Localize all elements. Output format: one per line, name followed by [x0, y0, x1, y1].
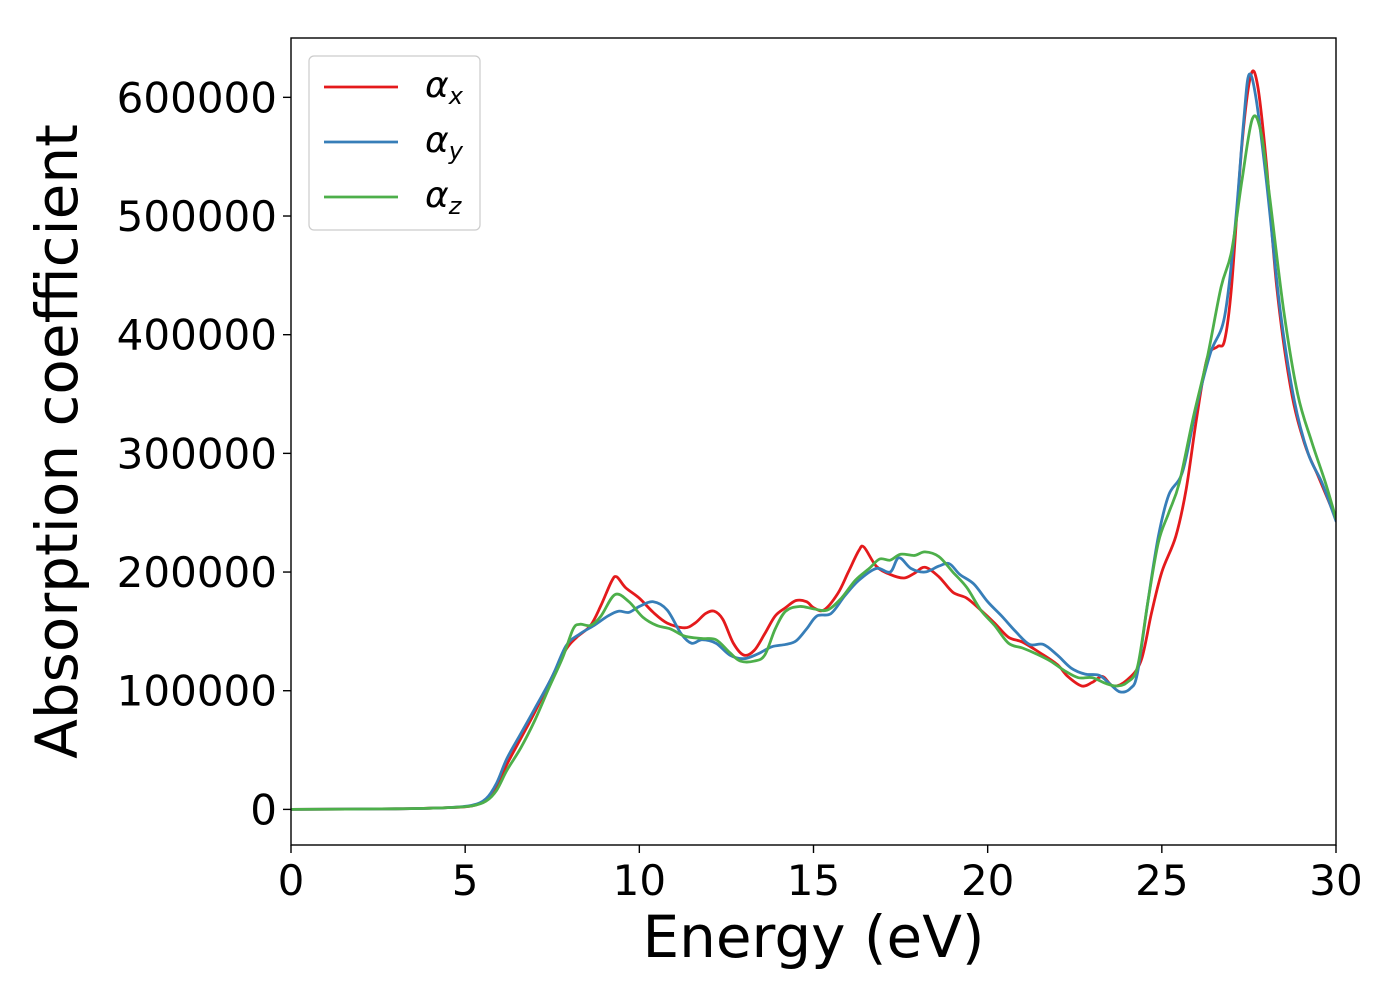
x-tick-label: 15 — [787, 856, 840, 905]
y-tick-label: 200000 — [117, 548, 277, 597]
y-axis-title: Absorption coefficient — [23, 124, 91, 759]
y-tick-label: 400000 — [117, 311, 277, 360]
ticks-layer: 0 5 10 15 20 25 30 0 100000 200000 300000 400000 500… — [117, 73, 1363, 905]
series-layer — [291, 69, 1336, 811]
legend-entries: αx αy αz — [324, 65, 464, 220]
series-line-z — [291, 114, 1336, 811]
legend-label-x: αx — [425, 65, 464, 110]
y-tick-label: 0 — [250, 785, 277, 834]
x-axis-title: Energy (eV) — [642, 903, 984, 971]
y-tick-label: 300000 — [117, 429, 277, 478]
series-line-y — [291, 72, 1336, 811]
x-tick-label: 10 — [613, 856, 666, 905]
legend-label-z: αz — [425, 175, 463, 220]
y-tick-label: 500000 — [117, 192, 277, 241]
legend-label-y: αy — [425, 120, 464, 165]
x-tick-label: 5 — [452, 856, 479, 905]
x-tick-label: 25 — [1135, 856, 1188, 905]
y-tick-label: 600000 — [117, 73, 277, 122]
x-tick-label: 0 — [278, 856, 305, 905]
y-tick-label: 100000 — [117, 667, 277, 716]
x-tick-label: 20 — [961, 856, 1014, 905]
legend: αx αy αz — [308, 55, 481, 231]
x-tick-label: 30 — [1309, 856, 1362, 905]
